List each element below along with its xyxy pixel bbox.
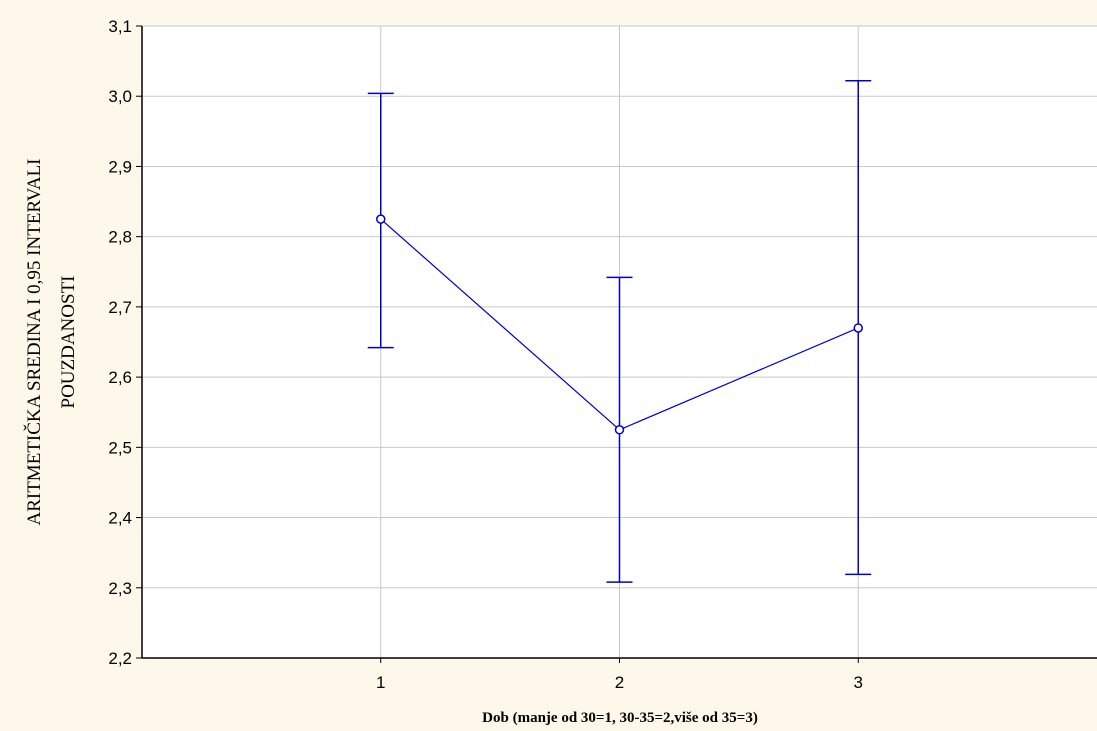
y-tick-label: 2,8 bbox=[108, 228, 132, 247]
y-axis-title: ARITMETIČKA SREDINA I 0,95 INTERVALI POU… bbox=[23, 158, 79, 525]
y-tick-label: 2,9 bbox=[108, 157, 132, 176]
y-axis-title-line-1: ARITMETIČKA SREDINA I 0,95 INTERVALI bbox=[23, 158, 45, 525]
x-tick-label: 1 bbox=[376, 673, 385, 692]
y-tick-label: 3,1 bbox=[108, 17, 132, 36]
y-axis-title-line-2: POUZDANOSTI bbox=[58, 276, 79, 409]
y-tick-label: 2,4 bbox=[108, 509, 132, 528]
data-point bbox=[377, 215, 385, 223]
y-tick-label: 2,3 bbox=[108, 579, 132, 598]
y-tick-label: 2,2 bbox=[108, 649, 132, 668]
y-tick-label: 3,0 bbox=[108, 87, 132, 106]
x-axis-title: Dob (manje od 30=1, 30-35=2,više od 35=3… bbox=[482, 710, 758, 726]
y-tick-label: 2,7 bbox=[108, 298, 132, 317]
data-point bbox=[854, 324, 862, 332]
data-point bbox=[616, 426, 624, 434]
y-tick-label: 2,6 bbox=[108, 368, 132, 387]
x-tick-label: 2 bbox=[615, 673, 624, 692]
x-tick-label: 3 bbox=[854, 673, 863, 692]
y-tick-label: 2,5 bbox=[108, 438, 132, 457]
